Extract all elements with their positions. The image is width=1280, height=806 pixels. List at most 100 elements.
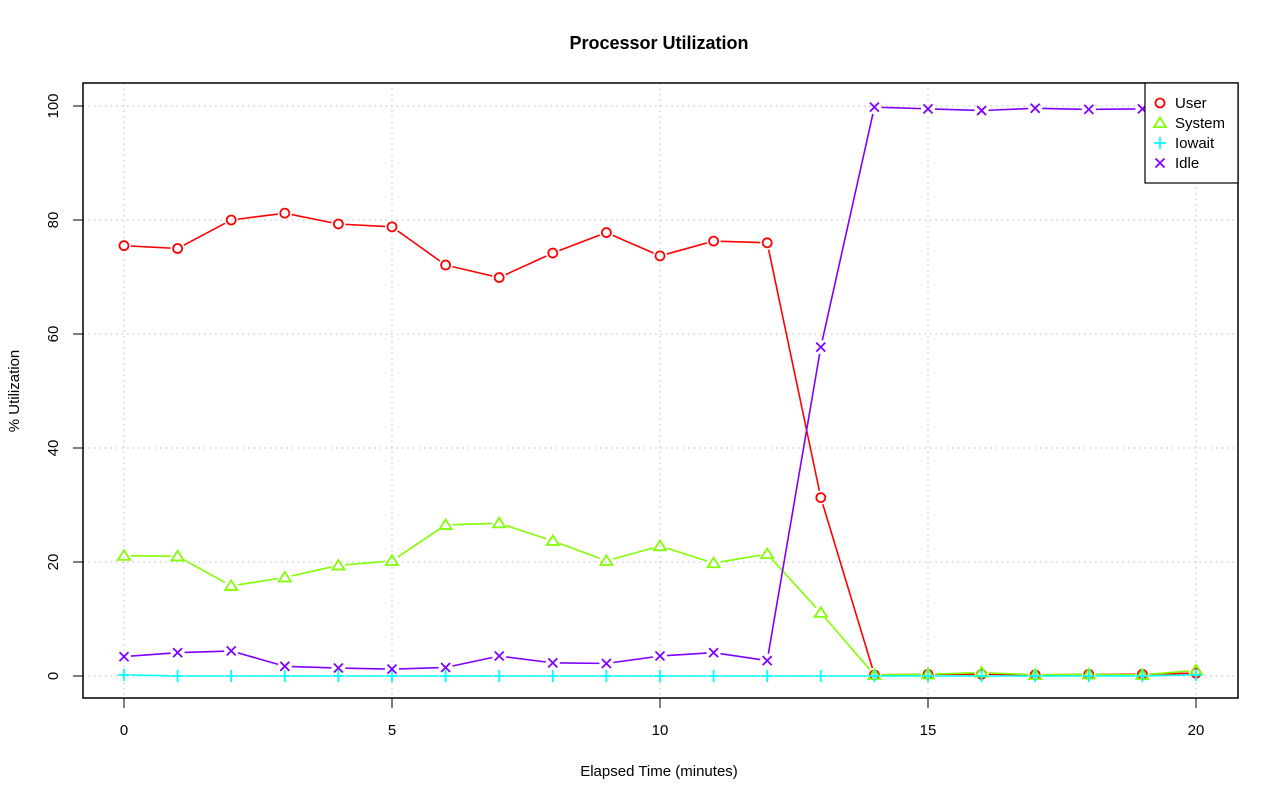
series-idle-segment [721,654,761,660]
series-system-point [600,555,612,565]
series-idle-point [227,646,236,655]
x-tick-label: 20 [1188,722,1205,739]
y-tick-label: 100 [45,93,62,118]
series-iowait-segment [1149,675,1189,676]
series-iowait-point [654,670,666,682]
series-user-point [495,273,504,282]
series-user-segment [721,241,761,242]
series-idle-point [656,652,665,661]
grid [83,83,1238,698]
series-idle-segment [131,653,171,656]
series-user-point [709,237,718,246]
series-idle-segment [238,653,278,665]
series-user-segment [345,224,385,226]
series-system-point [493,518,505,528]
series-user-segment [506,256,547,275]
series-idle-segment [345,668,385,669]
series-user-segment [398,231,440,261]
series-idle-segment [881,107,921,108]
series-user-segment [452,267,492,276]
series-iowait-point [118,669,130,681]
series-idle-point [120,652,129,661]
series-user-point [334,219,343,228]
series-user-segment [559,235,600,251]
series-system-point [332,560,344,570]
series-user-segment [184,223,225,245]
series-system-point [279,572,291,582]
series-user-segment [769,250,820,491]
series-user-point [816,493,825,502]
series-system-point [440,519,452,529]
series-idle-point [495,652,504,661]
series-idle-segment [667,653,707,656]
series-idle-point [977,106,986,115]
series-system-point [172,551,184,561]
series-user-segment [238,214,278,219]
series-system-point [118,550,130,560]
series-user-point [548,249,557,258]
series-idle-point [870,103,879,112]
series-system-segment [613,548,653,559]
series-idle-segment [292,667,332,668]
y-tick-label: 20 [45,554,62,571]
series-user-segment [613,235,654,253]
series-idle-segment [452,658,492,666]
series-iowait-point [815,670,827,682]
series-iowait-segment [131,675,171,676]
series-system-point [708,558,720,568]
series-system-segment [825,618,869,670]
series-idle-point [709,648,718,657]
series-user [120,209,1201,680]
y-tick-label: 60 [45,326,62,343]
series-idle-segment [822,114,873,340]
x-tick-label: 15 [920,722,937,739]
legend-label-iowait: Iowait [1175,135,1215,152]
series-idle-segment [185,651,225,652]
y-axis-label: % Utilization [6,350,23,433]
series-system-segment [238,578,278,584]
series-system-point [815,607,827,617]
series-user-point [280,209,289,218]
series-system-segment [772,559,816,607]
series-user-segment [292,215,332,223]
series-idle-point [1084,105,1093,114]
x-tick-label: 10 [652,722,669,739]
series-idle-segment [399,668,439,669]
series-iowait-point [225,670,237,682]
series-system-point [225,580,237,590]
series-idle-segment [506,657,546,662]
series-iowait-point [279,670,291,682]
series-user-segment [667,243,707,254]
series-idle-point [280,662,289,671]
chart-title: Processor Utilization [569,33,748,53]
series-user-point [441,261,450,270]
legend-label-system: System [1175,115,1225,132]
series-system-segment [559,543,599,558]
series-system-segment [667,548,707,561]
series-user-point [227,216,236,225]
y-tick-label: 80 [45,212,62,229]
series-iowait-point [493,670,505,682]
series-idle-segment [1042,108,1082,109]
series-iowait-point [547,670,559,682]
series-idle-segment [768,354,819,654]
series-iowait-point [761,670,773,682]
series-idle-point [1031,104,1040,113]
series-system-segment [345,561,385,564]
series-system-segment [398,529,440,557]
series-user-point [173,244,182,253]
series-system-segment [292,567,332,576]
series-system-segment [184,560,225,583]
series-system-point [386,555,398,565]
series-system-point [761,549,773,559]
series-user-segment [131,246,171,248]
series-iowait-point [386,670,398,682]
series-idle-point [548,658,557,667]
series-user-point [763,238,772,247]
series-iowait-point [600,670,612,682]
series-system-segment [506,525,546,538]
